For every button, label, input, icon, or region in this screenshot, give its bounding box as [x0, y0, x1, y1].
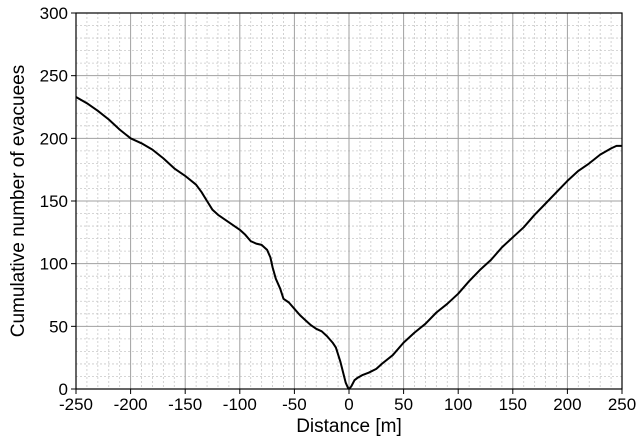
y-tick-label: 150 — [40, 192, 68, 211]
x-tick-labels: -250 -200 -150 -100 -50 0 50 100 150 200 250 — [59, 395, 636, 414]
y-tick-labels: 0 50 100 150 200 250 300 — [40, 4, 68, 399]
x-tick-label: 200 — [553, 395, 581, 414]
x-tick-label: 250 — [608, 395, 636, 414]
x-axis-title: Distance [m] — [296, 416, 402, 437]
y-tick-label: 0 — [59, 380, 68, 399]
x-tick-label: -250 — [59, 395, 93, 414]
y-tick-label: 50 — [49, 317, 68, 336]
x-tick-label: 50 — [394, 395, 413, 414]
x-tick-label: 0 — [344, 395, 353, 414]
axis-ticks — [71, 12, 623, 394]
x-tick-label: 150 — [499, 395, 527, 414]
x-tick-label: -100 — [223, 395, 257, 414]
y-axis-title: Cumulative number of evacuees — [8, 65, 29, 337]
series-line — [75, 96, 622, 390]
x-tick-label: 100 — [444, 395, 472, 414]
x-tick-label: -50 — [282, 395, 307, 414]
y-tick-label: 200 — [40, 129, 68, 148]
major-grid — [75, 12, 623, 390]
y-tick-label: 250 — [40, 67, 68, 86]
y-tick-label: 100 — [40, 255, 68, 274]
y-tick-label: 300 — [40, 4, 68, 23]
x-tick-label: -200 — [114, 395, 148, 414]
x-tick-label: -150 — [168, 395, 202, 414]
